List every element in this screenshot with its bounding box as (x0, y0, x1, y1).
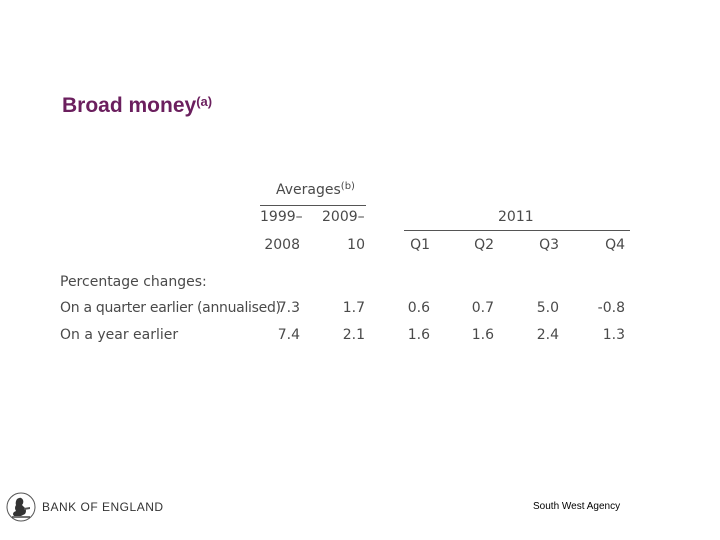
bank-logo: BANK OF ENGLAND (6, 492, 164, 522)
agency-label: South West Agency (533, 501, 621, 512)
section-label: Percentage changes: (60, 274, 207, 290)
col-header-1-bottom: 2008 (264, 237, 300, 253)
col-header-1-top: 1999– (260, 209, 303, 225)
britannia-crest-icon (6, 492, 36, 522)
page-title-footnote: (a) (196, 94, 213, 109)
averages-footnote: (b) (340, 181, 355, 192)
col-header-2-bottom: 10 (347, 237, 365, 253)
row-2-value-1: 7.4 (277, 327, 300, 343)
row-1-value-1: 7.3 (277, 300, 300, 316)
averages-rule (260, 205, 366, 206)
col-header-3-bottom: Q1 (410, 237, 430, 253)
row-2-value-2: 2.1 (342, 327, 365, 343)
col-header-6-bottom: Q4 (605, 237, 625, 253)
page-title-text: Broad money (62, 94, 197, 117)
averages-label: Averages (276, 182, 341, 198)
col-header-5-bottom: Q3 (539, 237, 559, 253)
averages-header: Averages(b) (276, 181, 355, 198)
row-2-value-4: 1.6 (471, 327, 494, 343)
row-2-value-3: 1.6 (407, 327, 430, 343)
row-1-value-6: -0.8 (597, 300, 625, 316)
col-header-2-top: 2009– (322, 209, 365, 225)
row-1-value-5: 5.0 (536, 300, 559, 316)
page-title: Broad money(a) (62, 94, 212, 118)
row-1-value-2: 1.7 (342, 300, 365, 316)
row-1-value-4: 0.7 (471, 300, 494, 316)
year-group-header: 2011 (498, 209, 534, 225)
row-2-value-5: 2.4 (536, 327, 559, 343)
row-1-value-3: 0.6 (407, 300, 430, 316)
row-2-value-6: 1.3 (602, 327, 625, 343)
bank-brand-name: BANK OF ENGLAND (42, 500, 164, 514)
year-group-rule (404, 230, 630, 231)
col-header-4-bottom: Q2 (474, 237, 494, 253)
row-1-label: On a quarter earlier (annualised) (60, 300, 281, 316)
row-2-label: On a year earlier (60, 327, 179, 343)
